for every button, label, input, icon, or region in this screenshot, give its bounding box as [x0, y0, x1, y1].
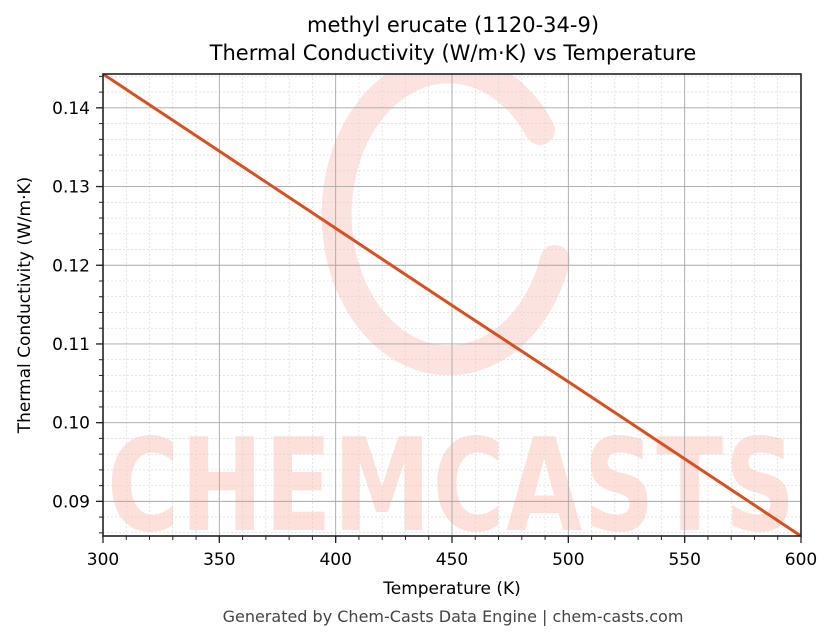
axis-ticks — [96, 75, 802, 543]
data-series — [103, 74, 801, 536]
x-tick-label: 500 — [552, 550, 584, 570]
y-tick-label: 0.09 — [52, 492, 90, 512]
footer-credit: Generated by Chem-Casts Data Engine | ch… — [222, 607, 684, 626]
y-tick-label: 0.10 — [52, 414, 90, 434]
y-tick-label: 0.11 — [52, 335, 90, 355]
tick-labels: 300 350 400 450 500 550 600 0.09 0.10 0.11 0.12 0.1… — [52, 99, 817, 570]
y-axis-label: Thermal Conductivity (W/m·K) — [15, 177, 35, 435]
x-tick-label: 450 — [436, 550, 468, 570]
chart-subtitle: Thermal Conductivity (W/m·K) vs Temperat… — [209, 41, 697, 65]
x-tick-label: 550 — [668, 550, 700, 570]
chart-title: methyl erucate (1120-34-9) — [306, 13, 600, 37]
y-tick-label: 0.13 — [52, 178, 90, 198]
y-tick-label: 0.12 — [52, 256, 90, 276]
watermark-text: CHEMCASTS — [107, 412, 797, 561]
watermark: CHEMCASTS — [107, 74, 797, 561]
x-tick-label: 350 — [203, 550, 235, 570]
y-tick-label: 0.14 — [52, 99, 90, 119]
x-tick-label: 600 — [785, 550, 817, 570]
x-tick-label: 400 — [319, 550, 351, 570]
x-tick-label: 300 — [87, 550, 119, 570]
series-line — [103, 74, 801, 536]
watermark-logo-icon — [321, 74, 570, 376]
x-axis-label: Temperature (K) — [382, 579, 521, 599]
